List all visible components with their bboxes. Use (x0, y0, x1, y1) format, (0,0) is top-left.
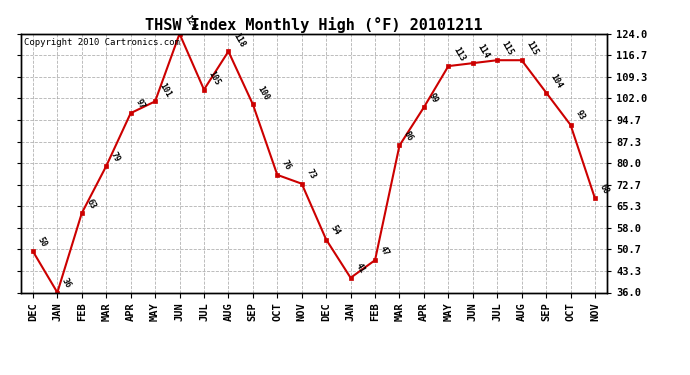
Text: 115: 115 (500, 40, 515, 57)
Text: Copyright 2010 Cartronics.com: Copyright 2010 Cartronics.com (23, 38, 179, 46)
Title: THSW Index Monthly High (°F) 20101211: THSW Index Monthly High (°F) 20101211 (145, 16, 483, 33)
Text: 114: 114 (475, 43, 491, 60)
Text: 50: 50 (36, 236, 48, 249)
Text: 79: 79 (109, 150, 122, 163)
Text: 41: 41 (353, 262, 366, 275)
Text: 54: 54 (329, 224, 342, 237)
Text: 100: 100 (255, 84, 271, 102)
Text: 73: 73 (304, 168, 317, 181)
Text: 124: 124 (182, 13, 197, 31)
Text: 63: 63 (85, 197, 97, 210)
Text: 99: 99 (426, 92, 440, 105)
Text: 86: 86 (402, 129, 415, 143)
Text: 113: 113 (451, 46, 466, 63)
Text: 68: 68 (598, 183, 611, 196)
Text: 105: 105 (207, 69, 222, 87)
Text: 47: 47 (378, 244, 391, 257)
Text: 118: 118 (231, 31, 246, 49)
Text: 104: 104 (549, 72, 564, 90)
Text: 115: 115 (524, 40, 540, 57)
Text: 76: 76 (280, 159, 293, 172)
Text: 93: 93 (573, 109, 586, 122)
Text: 36: 36 (60, 276, 73, 290)
Text: 97: 97 (133, 97, 146, 110)
Text: 101: 101 (158, 81, 173, 99)
